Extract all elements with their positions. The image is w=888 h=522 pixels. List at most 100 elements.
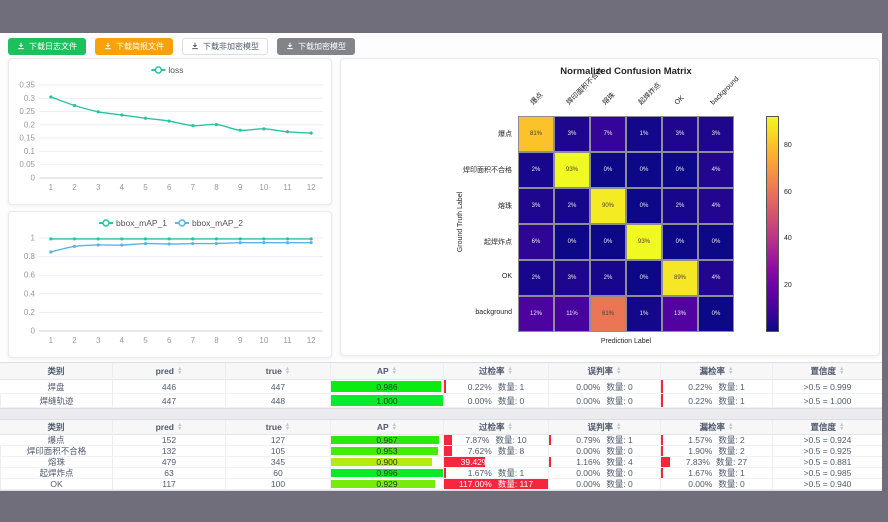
cell-true: 105 bbox=[225, 446, 330, 457]
cm-cell: 2% bbox=[518, 152, 554, 188]
miss-rate-bar bbox=[661, 394, 663, 407]
cm-cell: 12% bbox=[518, 296, 554, 332]
miss-rate-value: 0.00% bbox=[688, 479, 713, 489]
column-header-miss[interactable]: 漏检率 ▲ ▼ bbox=[660, 363, 772, 380]
y-axis-tick-label: 0.2 bbox=[24, 120, 36, 129]
colorbar-tick-label: 80 bbox=[784, 142, 792, 150]
misjudge-count-value: 数量: 1 bbox=[606, 435, 633, 445]
ap-bar bbox=[331, 395, 443, 406]
ap-value: 1.000 bbox=[376, 395, 398, 406]
sort-caret-icon[interactable]: ▲ ▼ bbox=[284, 421, 291, 432]
ap-bar bbox=[331, 436, 440, 444]
misjudge-rate-bar bbox=[549, 457, 551, 467]
table-divider bbox=[0, 409, 882, 419]
cell-true: 60 bbox=[225, 468, 330, 479]
column-header-miss[interactable]: 漏检率 ▲ ▼ bbox=[660, 420, 772, 435]
sort-caret-icon[interactable]: ▲ ▼ bbox=[176, 365, 183, 376]
cm-cell: 0% bbox=[698, 224, 734, 260]
cell-pred: 117 bbox=[112, 479, 225, 490]
cell-category: 焊盘 bbox=[0, 380, 112, 394]
column-header-ap[interactable]: AP ▲ ▼ bbox=[330, 420, 443, 435]
legend-item-bbox_mAP_2[interactable]: bbox_mAP_2 bbox=[175, 218, 243, 228]
overkill-rate-value: 39.42% bbox=[460, 457, 490, 467]
sort-caret-icon[interactable]: ▲ ▼ bbox=[284, 365, 291, 376]
sort-caret-icon[interactable]: ▲ ▼ bbox=[839, 365, 845, 376]
column-header-overkill[interactable]: 过检率 ▲ ▼ bbox=[443, 420, 548, 435]
colorbar-tick-label: 60 bbox=[784, 188, 792, 196]
x-axis-tick-label: 2 bbox=[72, 336, 77, 345]
true-value: 448 bbox=[270, 395, 286, 406]
sort-caret-icon[interactable]: ▲ ▼ bbox=[728, 365, 734, 376]
overkill-rate-value: 0.22% bbox=[467, 381, 492, 392]
column-header-pred[interactable]: pred ▲ ▼ bbox=[112, 363, 225, 380]
cm-column-label: 爆点 bbox=[529, 91, 545, 107]
download-log-button[interactable]: 下载日志文件 bbox=[8, 37, 86, 55]
y-axis-tick-label: 1 bbox=[31, 234, 36, 243]
sort-caret-icon[interactable]: ▲ ▼ bbox=[839, 421, 845, 432]
overkill-count-value: 数量: 1 bbox=[497, 381, 525, 392]
sort-caret-icon[interactable]: ▲ ▼ bbox=[616, 365, 622, 376]
column-header-label: 置信度 bbox=[810, 422, 837, 432]
x-axis-tick-label: 6 bbox=[167, 183, 172, 192]
detection-metrics-table: 类别 pred ▲ ▼ true ▲ ▼ AP ▲ ▼ 过检率 ▲ ▼ 误判率 ▲ ▼ 漏检率 ▲ ▼ 置信度 ▲ ▼ 焊盘… bbox=[0, 362, 882, 409]
right-chrome-strip bbox=[882, 0, 888, 522]
true-value: 127 bbox=[270, 435, 286, 445]
bbox_mAP_2-data-point bbox=[238, 241, 242, 245]
download-unencrypted-model-button[interactable]: 下载非加密模型 bbox=[182, 37, 268, 55]
misjudge-count-value: 数量: 0 bbox=[606, 446, 633, 456]
x-axis-tick-label: 6 bbox=[167, 336, 172, 345]
cm-cell: 2% bbox=[518, 260, 554, 296]
pred-value: 63 bbox=[164, 468, 174, 478]
column-header-true[interactable]: true ▲ ▼ bbox=[225, 363, 330, 380]
miss-rate-value: 7.83% bbox=[685, 457, 710, 467]
column-header-true[interactable]: true ▲ ▼ bbox=[225, 420, 330, 435]
category-value: 熔珠 bbox=[47, 457, 65, 467]
column-header-overkill[interactable]: 过检率 ▲ ▼ bbox=[443, 363, 548, 380]
cell-miss: 0.22% 数量: 1 bbox=[660, 394, 772, 408]
cm-cell: 0% bbox=[554, 224, 590, 260]
x-axis-tick-label: 3 bbox=[96, 183, 101, 192]
confidence-value: >0.5 = 0.940 bbox=[803, 479, 852, 489]
bbox_mAP_2-data-point bbox=[309, 241, 313, 245]
ap-value: 0.900 bbox=[376, 457, 398, 467]
sort-caret-icon[interactable]: ▲ ▼ bbox=[391, 421, 398, 432]
cell-ap: 1.000 bbox=[330, 394, 443, 408]
cell-true: 127 bbox=[225, 435, 330, 446]
download-encrypted-model-button[interactable]: 下载加密模型 bbox=[277, 37, 355, 55]
misjudge-rate-value: 0.00% bbox=[576, 395, 601, 406]
column-header-confidence[interactable]: 置信度 ▲ ▼ bbox=[772, 420, 882, 435]
pred-value: 132 bbox=[161, 446, 177, 456]
column-header-label: 漏检率 bbox=[699, 366, 726, 376]
column-header-misjudge[interactable]: 误判率 ▲ ▼ bbox=[548, 363, 660, 380]
cell-overkill: 39.42% 数量: 136 bbox=[443, 457, 548, 468]
ap-bar bbox=[331, 469, 443, 477]
confusion-matrix-title: Normalized Confusion Matrix bbox=[560, 66, 692, 77]
loss-chart: 00.050.10.150.20.250.30.351 2 3 4 5 6 7 8 9 10 11 1… bbox=[19, 65, 323, 192]
cell-pred: 132 bbox=[112, 446, 225, 457]
sort-caret-icon[interactable]: ▲ ▼ bbox=[391, 365, 398, 376]
overkill-rate-bar bbox=[444, 446, 452, 456]
cell-overkill: 0.00% 数量: 0 bbox=[443, 394, 548, 408]
cm-cell: 61% bbox=[590, 296, 626, 332]
column-header-ap[interactable]: AP ▲ ▼ bbox=[330, 363, 443, 380]
sort-caret-icon[interactable]: ▲ ▼ bbox=[507, 421, 513, 432]
column-header-pred[interactable]: pred ▲ ▼ bbox=[112, 420, 225, 435]
legend-item-bbox_mAP_1[interactable]: bbox_mAP_1 bbox=[99, 218, 167, 228]
bbox_mAP_2-data-point bbox=[72, 244, 77, 248]
overkill-count-value: 数量: 1 bbox=[497, 468, 525, 478]
cm-column-label: 起焊炸点 bbox=[637, 81, 663, 107]
confidence-value: >0.5 = 0.881 bbox=[803, 457, 852, 467]
sort-caret-icon[interactable]: ▲ ▼ bbox=[616, 421, 622, 432]
sort-caret-icon[interactable]: ▲ ▼ bbox=[728, 421, 734, 432]
column-header-confidence[interactable]: 置信度 ▲ ▼ bbox=[772, 363, 882, 380]
cm-cell: 0% bbox=[698, 296, 734, 332]
metrics-tables-section: 类别 pred ▲ ▼ true ▲ ▼ AP ▲ ▼ 过检率 ▲ ▼ 误判率 ▲ ▼ 漏检率 ▲ ▼ 置信度 ▲ ▼ 焊盘… bbox=[0, 362, 882, 491]
download-unencrypted-model-label: 下载非加密模型 bbox=[203, 41, 259, 51]
legend-item-loss[interactable]: loss bbox=[151, 65, 184, 75]
download-report-button[interactable]: 下载简报文件 bbox=[95, 37, 173, 55]
sort-caret-icon[interactable]: ▲ ▼ bbox=[507, 365, 513, 376]
sort-caret-icon[interactable]: ▲ ▼ bbox=[176, 421, 183, 432]
column-header-misjudge[interactable]: 误判率 ▲ ▼ bbox=[548, 420, 660, 435]
misjudge-rate-value: 0.00% bbox=[576, 381, 601, 392]
cell-miss: 1.57% 数量: 2 bbox=[660, 435, 772, 446]
